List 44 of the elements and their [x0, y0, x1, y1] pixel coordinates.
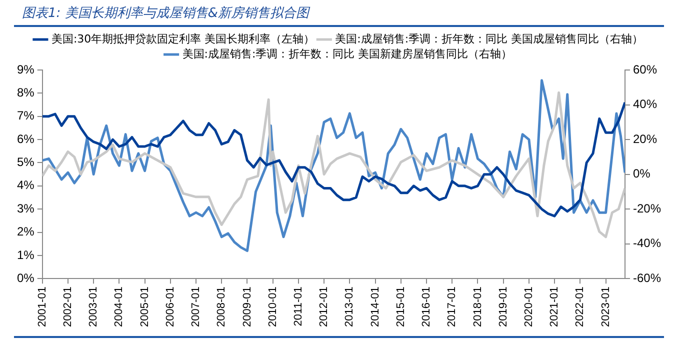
y-tick-label: 1% — [17, 248, 35, 262]
legend-label: 美国:成屋销售:季调：折年数：同比 美国成屋销售同比（右轴） — [335, 32, 644, 46]
y-tick-label: 0% — [17, 270, 35, 285]
x-tick-label: 2022-01 — [574, 286, 586, 328]
x-tick-label: 2006-01 — [164, 286, 176, 328]
x-tick-label: 2004-01 — [113, 286, 126, 328]
chart-title: 图表1: 美国长期利率与成屋销售&新房销售拟合图 — [22, 5, 309, 22]
x-tick-label: 2005-01 — [138, 286, 151, 328]
y2-tick-label: 40% — [632, 97, 658, 112]
y2-tick-label: 0% — [632, 166, 651, 181]
y-tick-label: 5% — [17, 155, 35, 170]
y-tick-label: 8% — [17, 85, 35, 100]
x-tick-label: 2017-01 — [446, 286, 458, 328]
y2-tick-label: 20% — [632, 132, 658, 146]
y2-tick-label: -60% — [632, 270, 662, 285]
x-tick-label: 2020-01 — [522, 286, 535, 328]
y-tick-label: 6% — [17, 132, 35, 146]
x-tick-label: 2016-01 — [420, 286, 433, 328]
x-tick-label: 2008-01 — [216, 286, 228, 328]
x-tick-label: 2019-01 — [497, 286, 510, 328]
x-tick-label: 2012-01 — [318, 286, 330, 328]
y2-tick-label: -40% — [632, 236, 662, 250]
x-tick-label: 2007-01 — [190, 286, 202, 328]
x-tick-label: 2011-01 — [292, 286, 304, 326]
x-tick-label: 2002-01 — [62, 286, 74, 328]
x-tick-label: 2023-01 — [600, 286, 612, 328]
y-tick-label: 2% — [17, 224, 35, 239]
x-tick-label: 2018-01 — [472, 286, 484, 328]
x-tick-label: 2009-01 — [241, 286, 254, 328]
x-tick-label: 2010-01 — [266, 286, 279, 328]
legend-label: 美国:成屋销售:季调：折年数：同比 美国新建房屋销售同比（右轴） — [182, 47, 512, 60]
y-tick-label: 7% — [17, 108, 35, 123]
x-tick-label: 2014-01 — [369, 286, 382, 328]
y-tick-label: 4% — [17, 178, 35, 192]
y2-tick-label: -20% — [632, 201, 662, 216]
x-tick-label: 2015-01 — [394, 286, 407, 328]
x-tick-label: 2013-01 — [344, 286, 356, 328]
legend-label: 美国:30年期抵押贷款固定利率 美国长期利率（左轴） — [51, 32, 315, 46]
x-tick-label: 2021-01 — [548, 286, 561, 328]
y-tick-label: 9% — [17, 62, 35, 76]
y-tick-label: 3% — [17, 201, 35, 216]
y2-tick-label: 60% — [632, 62, 658, 76]
x-tick-label: 2003-01 — [88, 286, 100, 328]
x-tick-label: 2001-01 — [36, 286, 48, 328]
